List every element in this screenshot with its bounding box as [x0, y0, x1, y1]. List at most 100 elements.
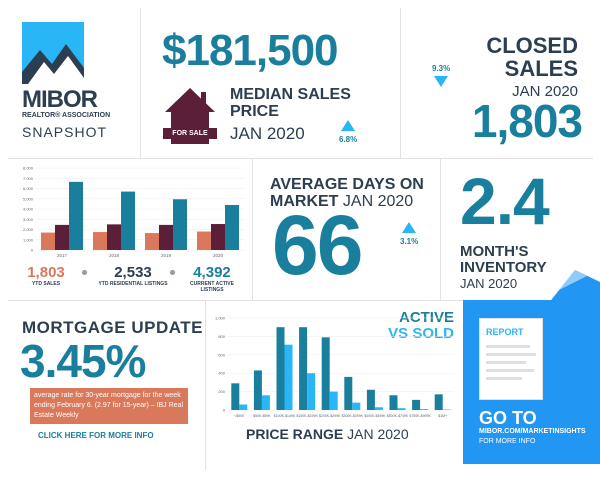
x-tick-label: <$50K	[234, 414, 245, 418]
x-tick-label: $100K-$149K	[274, 414, 296, 418]
price-range-xlabel: PRICE RANGE	[246, 426, 344, 442]
go-to-more: FOR MORE INFO	[479, 438, 536, 445]
x-tick-label: $400K-$499K	[364, 414, 386, 418]
price-range-label: PRICE RANGE JAN 2020	[246, 426, 409, 442]
bar-2019-1	[159, 224, 173, 250]
bar-$200K-$299K-active	[321, 337, 330, 410]
inventory-label-line1: MONTH'S	[460, 243, 529, 260]
divider	[8, 158, 593, 159]
bar-2018-2	[121, 191, 135, 250]
bar-2020-2	[225, 204, 239, 250]
stat-value: 4,392	[193, 264, 231, 281]
mortgage-note: average rate for 30-year mortgage for th…	[30, 388, 188, 424]
active-vs-sold-title: ACTIVE VS SOLD	[382, 310, 454, 342]
bar-2018-1	[107, 224, 121, 250]
adom-change: 3.1%	[400, 237, 419, 246]
bar-$750K-$999K-sold	[420, 409, 429, 410]
house-icon: FOR SALE	[163, 88, 217, 144]
bar-$50K-$99K-sold	[261, 395, 270, 410]
stat-ytd-listings: 2,533 YTD RESIDENTIAL LISTINGS	[94, 264, 172, 287]
go-to-url[interactable]: MIBOR.COM/MARKETINSIGHTS	[479, 428, 586, 435]
stat-active-listings: 4,392 CURRENT ACTIVE LISTINGS	[178, 264, 246, 293]
x-tick-label: $50K-$99K	[253, 414, 271, 418]
bar-$400K-$499K-sold	[374, 407, 383, 410]
y-tick-label: 0	[223, 408, 226, 413]
divider	[8, 300, 463, 301]
x-tick-label: $1M+	[438, 414, 447, 418]
title-sold: VS SOLD	[388, 325, 454, 342]
median-change: 6.8%	[339, 135, 358, 144]
adom-period: JAN 2020	[342, 193, 414, 210]
adom-label-line1: AVERAGE DAYS ON	[270, 176, 424, 193]
price-range-chart: 0 200 400 600 800 1,000 <$50K $50K-$99K $100K-$…	[215, 316, 454, 418]
bar-$1M+-active	[434, 394, 443, 410]
inventory-label: MONTH'S INVENTORY	[460, 244, 547, 276]
stat-value: 1,803	[27, 264, 65, 281]
y-tick-label: 1,000	[215, 316, 226, 321]
mortgage-rate: 3.45%	[20, 335, 146, 387]
bar-<$50K-active	[231, 383, 240, 410]
mortgage-more-link[interactable]: CLICK HERE FOR MORE INFO	[38, 431, 154, 440]
stat-label: YTD RESIDENTIAL LISTINGS	[98, 281, 168, 287]
closed-sales-label: CLOSED SALES	[486, 34, 578, 80]
doc-line	[486, 377, 522, 380]
mibor-logo[interactable]: MIBOR REALTOR® ASSOCIATION SNAPSHOT	[22, 22, 122, 147]
bar-2017-0	[41, 232, 55, 250]
median-price-label: MEDIAN SALES PRICE	[230, 86, 351, 120]
median-label-line2: PRICE	[230, 103, 279, 120]
y-tick-label: 1,000	[23, 237, 34, 242]
bar-$400K-$499K-active	[366, 389, 375, 410]
closed-label-line1: CLOSED	[486, 33, 578, 58]
doc-line	[486, 353, 536, 356]
y-tick-label: 8,000	[23, 166, 34, 171]
down-arrow-icon	[434, 76, 448, 87]
bar-$300K-$399K-sold	[352, 402, 361, 410]
divider	[252, 158, 253, 300]
report-label: REPORT	[486, 327, 524, 337]
closed-period: JAN 2020	[512, 83, 578, 100]
logo-snapshot: SNAPSHOT	[22, 124, 108, 140]
bar-2017-2	[69, 181, 83, 250]
x-tick-label: $150K-$199K	[296, 414, 318, 418]
bar-$750K-$999K-active	[412, 399, 421, 410]
bar-2019-0	[145, 233, 159, 250]
divider	[400, 8, 401, 158]
bar-2017-1	[55, 224, 69, 250]
logo-subtitle: REALTOR® ASSOCIATION	[22, 112, 111, 119]
bar-$50K-$99K-active	[253, 370, 262, 410]
bar-$500K-$749K-active	[389, 395, 398, 410]
closed-sales-value: 1,803	[471, 95, 583, 147]
dot-separator	[170, 270, 175, 275]
divider	[205, 300, 206, 470]
mountain-logo-icon	[22, 22, 84, 84]
doc-line	[486, 345, 530, 348]
for-sale-badge: FOR SALE	[163, 128, 217, 139]
x-tick-label: $500K-$749K	[387, 414, 409, 418]
bar-$300K-$399K-active	[344, 376, 353, 410]
bar-2020-0	[197, 231, 211, 250]
doc-line	[486, 369, 534, 372]
up-arrow-icon	[341, 120, 355, 131]
doc-line	[486, 361, 526, 364]
report-document-icon: REPORT	[479, 318, 543, 400]
y-tick-label: 6,000	[23, 186, 34, 191]
logo-brand: MIBOR	[22, 86, 98, 113]
y-tick-label: 2,000	[23, 227, 34, 232]
closed-label-line2: SALES	[504, 56, 578, 81]
divider	[440, 158, 441, 300]
bar-$100K-$149K-active	[276, 327, 285, 410]
stats-row: 1,803 YTD SALES 2,533 YTD RESIDENTIAL LI…	[8, 264, 248, 296]
y-tick-label: 7,000	[23, 176, 34, 181]
inventory-period: JAN 2020	[460, 276, 518, 291]
y-tick-label: 3,000	[23, 217, 34, 222]
bar-$200K-$299K-sold	[329, 391, 338, 410]
x-tick-label: $300K-$399K	[342, 414, 364, 418]
bar-2020-1	[211, 224, 225, 250]
price-range-period: JAN 2020	[347, 426, 409, 442]
median-price-value: $181,500	[162, 26, 339, 75]
report-panel[interactable]: REPORT GO TO MIBOR.COM/MARKETINSIGHTS FO…	[463, 270, 600, 464]
y-tick-label: 4,000	[23, 207, 34, 212]
adom-label: AVERAGE DAYS ON MARKET JAN 2020	[270, 176, 424, 210]
y-tick-label: 400	[218, 371, 225, 376]
y-tick-label: 600	[218, 352, 225, 357]
